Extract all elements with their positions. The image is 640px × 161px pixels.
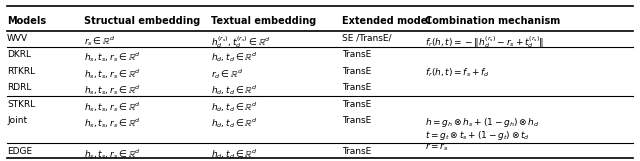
Text: Extended model: Extended model	[342, 16, 431, 26]
Text: $f_r(h,t) = -\|h_d^{(r_s)} - r_s + t_d^{(r_s)}\|$: $f_r(h,t) = -\|h_d^{(r_s)} - r_s + t_d^{…	[426, 34, 545, 50]
Text: SE /TransE/: SE /TransE/	[342, 34, 392, 43]
Text: WVV: WVV	[7, 34, 28, 43]
Text: EDGE: EDGE	[7, 147, 32, 156]
Text: $r = r_s$: $r = r_s$	[426, 142, 449, 153]
Text: $r_s \in \mathbb{R}^d$: $r_s \in \mathbb{R}^d$	[84, 34, 115, 48]
Text: RTKRL: RTKRL	[7, 67, 35, 76]
Text: Joint: Joint	[7, 117, 28, 125]
Text: $h_s, t_s, r_s \in \mathbb{R}^d$: $h_s, t_s, r_s \in \mathbb{R}^d$	[84, 117, 141, 130]
Text: $h_d, t_d \in \mathbb{R}^d$: $h_d, t_d \in \mathbb{R}^d$	[211, 83, 258, 97]
Text: $h_s, t_s, r_s \in \mathbb{R}^d$: $h_s, t_s, r_s \in \mathbb{R}^d$	[84, 100, 141, 114]
Text: $h_d, t_d \in \mathbb{R}^d$: $h_d, t_d \in \mathbb{R}^d$	[211, 147, 258, 161]
Text: $h_s, t_s, r_s \in \mathbb{R}^d$: $h_s, t_s, r_s \in \mathbb{R}^d$	[84, 67, 141, 81]
Text: Structual embedding: Structual embedding	[84, 16, 200, 26]
Text: $h_d, t_d \in \mathbb{R}^d$: $h_d, t_d \in \mathbb{R}^d$	[211, 50, 258, 64]
Text: $h_d^{(r_s)}, t_d^{(r_s)} \in \mathbb{R}^d$: $h_d^{(r_s)}, t_d^{(r_s)} \in \mathbb{R}…	[211, 34, 271, 50]
Text: $h_d, t_d \in \mathbb{R}^d$: $h_d, t_d \in \mathbb{R}^d$	[211, 100, 258, 114]
Text: $t = g_t \otimes t_s + (1-g_t) \otimes t_d$: $t = g_t \otimes t_s + (1-g_t) \otimes t…	[426, 129, 531, 142]
Text: TransE: TransE	[342, 67, 372, 76]
Text: Textual embedding: Textual embedding	[211, 16, 317, 26]
Text: $r_d \in \mathbb{R}^d$: $r_d \in \mathbb{R}^d$	[211, 67, 244, 81]
Text: Combination mechanism: Combination mechanism	[426, 16, 561, 26]
Text: $h_s, t_s, r_s \in \mathbb{R}^d$: $h_s, t_s, r_s \in \mathbb{R}^d$	[84, 50, 141, 64]
Text: TransE: TransE	[342, 100, 372, 109]
Text: RDRL: RDRL	[7, 83, 31, 92]
Text: Models: Models	[7, 16, 46, 26]
Text: $h_s, t_s, r_s \in \mathbb{R}^d$: $h_s, t_s, r_s \in \mathbb{R}^d$	[84, 147, 141, 161]
Text: $h_d, t_d \in \mathbb{R}^d$: $h_d, t_d \in \mathbb{R}^d$	[211, 117, 258, 130]
Text: DKRL: DKRL	[7, 50, 31, 59]
Text: TransE: TransE	[342, 117, 372, 125]
Text: TransE: TransE	[342, 83, 372, 92]
Text: TransE: TransE	[342, 50, 372, 59]
Text: $f_r(h,t) = f_s + f_d$: $f_r(h,t) = f_s + f_d$	[426, 67, 490, 79]
Text: STKRL: STKRL	[7, 100, 35, 109]
Text: $h_s, t_s, r_s \in \mathbb{R}^d$: $h_s, t_s, r_s \in \mathbb{R}^d$	[84, 83, 141, 97]
Text: $h = g_h \otimes h_s + (1-g_h) \otimes h_d$: $h = g_h \otimes h_s + (1-g_h) \otimes h…	[426, 117, 540, 129]
Text: TransE: TransE	[342, 147, 372, 156]
